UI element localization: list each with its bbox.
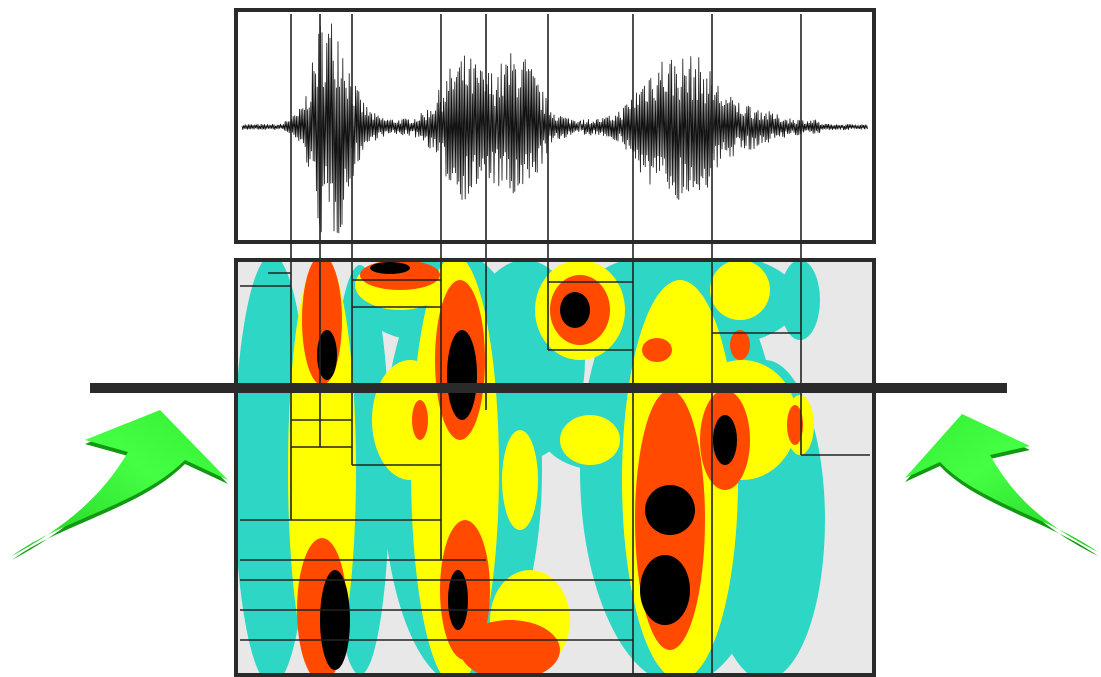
scene <box>0 0 1101 677</box>
spectral-blob <box>642 338 672 362</box>
spectral-blob <box>640 555 690 625</box>
right-arrow <box>905 414 1098 556</box>
left-arrow <box>12 410 228 560</box>
spectral-blob <box>780 260 820 340</box>
spectral-blob <box>502 430 538 530</box>
spectral-blob <box>713 415 737 465</box>
spectral-blob <box>730 330 750 360</box>
page: (() => { const data = JSON.parse(documen… <box>0 0 1101 677</box>
spectral-blob <box>448 570 468 630</box>
spectral-blob <box>320 570 350 670</box>
spectral-blob <box>370 262 410 274</box>
spectral-blob <box>645 485 695 535</box>
spectral-blob <box>447 330 477 420</box>
spectral-blob <box>560 292 590 328</box>
spectrogram <box>234 250 825 677</box>
spectral-blob <box>560 415 620 465</box>
spectral-blob <box>412 400 428 440</box>
spectral-blob <box>710 260 770 320</box>
